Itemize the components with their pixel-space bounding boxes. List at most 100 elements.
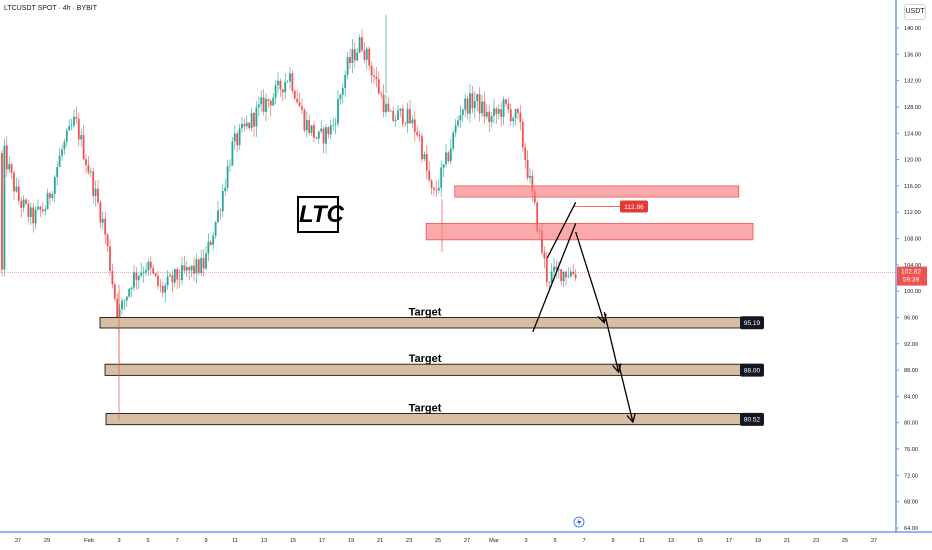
candle-body xyxy=(317,131,320,139)
x-tick-label: 11 xyxy=(232,538,238,544)
candle-body xyxy=(68,125,71,131)
candle-body xyxy=(272,97,275,106)
candle-body xyxy=(195,259,198,274)
candle-body xyxy=(161,286,164,293)
candle-body xyxy=(257,104,260,108)
candle-body xyxy=(147,261,150,271)
y-tick-label: 100.00 xyxy=(904,289,921,295)
candle-body xyxy=(315,137,318,139)
candle-body xyxy=(224,187,227,192)
candle-body xyxy=(73,116,75,126)
candle-body xyxy=(269,100,272,106)
candle-body xyxy=(87,164,90,173)
candle-body xyxy=(526,159,529,178)
candle-body xyxy=(433,187,435,190)
candle-body xyxy=(574,274,577,279)
candle-body xyxy=(181,265,183,281)
candle-body xyxy=(212,235,215,245)
x-tick-label: 27 xyxy=(15,538,21,544)
candle-body xyxy=(466,98,469,114)
candle-body xyxy=(130,287,133,290)
candle-body xyxy=(289,73,291,82)
currency-button[interactable]: USDT xyxy=(904,4,926,20)
candle-body xyxy=(20,200,23,208)
candle-body xyxy=(442,164,445,168)
candle-body xyxy=(529,175,531,178)
candle-body xyxy=(488,111,491,123)
y-tick-label: 112.00 xyxy=(904,210,921,216)
target-label: Target xyxy=(409,353,442,365)
candle-body xyxy=(178,279,181,281)
candle-body xyxy=(75,116,78,119)
candle-body xyxy=(423,154,426,160)
target-zone xyxy=(105,413,747,426)
x-tick-label: 15 xyxy=(697,538,703,544)
candle-body xyxy=(159,285,162,287)
candle-body xyxy=(255,107,258,127)
candle-body xyxy=(164,285,167,293)
candle-body xyxy=(82,135,85,160)
candle-body xyxy=(541,230,543,253)
candle-body xyxy=(401,108,404,124)
candle-body xyxy=(207,241,210,254)
candle-body xyxy=(320,128,323,132)
candle-body xyxy=(166,276,169,286)
candle-body xyxy=(572,271,575,275)
x-tick-label: 13 xyxy=(668,538,674,544)
ticker-title: LTCUSDT SPOT · 4h · BYBIT xyxy=(4,5,97,12)
candle-body xyxy=(236,133,239,146)
candle-body xyxy=(481,101,483,114)
candle-body xyxy=(183,265,186,271)
candle-body xyxy=(449,148,452,162)
candle-body xyxy=(262,97,265,112)
candle-body xyxy=(145,270,147,273)
candle-body xyxy=(447,152,450,162)
y-tick-label: 120.00 xyxy=(904,158,921,164)
last-price-countdown: 59:39 xyxy=(903,277,920,284)
candle-body xyxy=(277,80,279,86)
candle-body xyxy=(265,99,267,112)
candle-body xyxy=(149,261,152,268)
candle-body xyxy=(29,207,32,218)
candle-body xyxy=(363,50,366,60)
candle-body xyxy=(281,89,284,93)
target-label: Target xyxy=(409,306,442,318)
x-tick-label: 9 xyxy=(611,538,614,544)
candle-body xyxy=(548,281,551,283)
candle-body xyxy=(188,267,191,271)
candle-body xyxy=(135,272,138,280)
candle-body xyxy=(406,108,409,124)
candle-body xyxy=(505,99,507,104)
candle-body xyxy=(509,109,512,122)
candle-body xyxy=(109,246,111,271)
candle-body xyxy=(490,116,493,123)
candle-body xyxy=(394,119,397,121)
candle-body xyxy=(380,93,383,95)
candle-body xyxy=(334,123,337,125)
candle-body xyxy=(205,253,207,269)
candle-body xyxy=(562,271,565,282)
x-tick-label: 13 xyxy=(261,538,267,544)
candle-body xyxy=(531,175,534,192)
resistance-zone xyxy=(425,222,754,241)
candle-body xyxy=(310,125,313,133)
candle-body xyxy=(478,94,481,114)
candle-body xyxy=(53,177,56,195)
y-tick-label: 64.00 xyxy=(904,526,918,532)
candle-body xyxy=(404,123,407,125)
candle-body xyxy=(200,258,203,274)
x-tick-label: 17 xyxy=(319,538,325,544)
candle-body xyxy=(517,109,519,113)
candle-body xyxy=(63,141,66,150)
candle-body xyxy=(440,167,443,188)
candle-body xyxy=(41,209,44,212)
candle-body xyxy=(13,172,15,192)
candle-body xyxy=(80,135,83,140)
candle-body xyxy=(521,121,524,148)
candle-body xyxy=(416,132,419,136)
y-tick-label: 80.00 xyxy=(904,421,918,427)
candle-body xyxy=(356,52,359,61)
candle-body xyxy=(483,101,486,117)
